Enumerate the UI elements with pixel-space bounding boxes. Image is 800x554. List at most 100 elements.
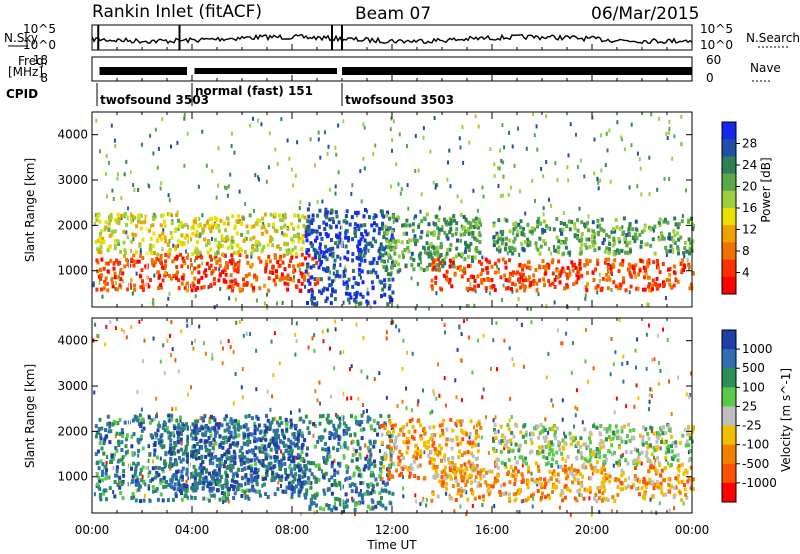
echo-cell: [402, 255, 405, 260]
echo-cell: [341, 501, 345, 506]
echo-cell: [227, 429, 231, 434]
scatter-cell: [373, 377, 376, 382]
echo-cell: [430, 256, 434, 261]
scatter-cell: [130, 325, 133, 329]
echo-cell: [202, 476, 206, 481]
echo-cell: [668, 278, 671, 283]
echo-cell: [132, 461, 136, 466]
echo-cell: [182, 423, 186, 428]
echo-cell: [376, 421, 380, 426]
echo-cell: [232, 435, 236, 440]
echo-cell: [463, 471, 467, 476]
echo-cell: [657, 220, 661, 225]
echo-cell: [150, 258, 154, 263]
echo-cell: [276, 244, 280, 249]
echo-cell: [165, 480, 168, 484]
scatter-cell: [496, 367, 498, 372]
echo-cell: [162, 484, 166, 489]
scatter-cell: [508, 245, 510, 250]
echo-cell: [502, 491, 506, 496]
scatter-cell: [414, 306, 417, 311]
scatter-cell: [269, 407, 272, 412]
scatter-cell: [329, 270, 332, 275]
echo-cell: [237, 214, 240, 219]
echo-cell: [283, 435, 286, 440]
echo-cell: [565, 224, 569, 229]
scatter-cell: [610, 287, 613, 292]
echo-cell: [445, 233, 449, 238]
echo-cell: [310, 472, 314, 477]
echo-cell: [691, 271, 695, 275]
echo-cell: [296, 263, 300, 268]
echo-cell: [415, 456, 418, 461]
echo-cell: [183, 286, 187, 291]
echo-cell: [134, 469, 137, 474]
echo-cell: [250, 473, 254, 478]
echo-cell: [504, 242, 508, 247]
echo-cell: [487, 492, 491, 497]
echo-cell: [237, 423, 240, 427]
echo-cell: [214, 222, 218, 227]
echo-cell: [215, 463, 219, 468]
echo-cell: [286, 226, 290, 231]
echo-cell: [491, 284, 495, 289]
scatter-cell: [127, 259, 130, 264]
echo-cell: [459, 422, 463, 427]
echo-cell: [342, 421, 346, 426]
echo-cell: [162, 461, 166, 466]
echo-cell: [496, 234, 500, 239]
echo-cell: [618, 262, 622, 267]
scatter-cell: [416, 281, 419, 286]
echo-cell: [171, 446, 175, 451]
echo-cell: [434, 214, 438, 219]
echo-cell: [245, 477, 249, 482]
echo-cell: [227, 438, 231, 443]
echo-cell: [336, 244, 340, 249]
echo-cell: [498, 489, 502, 494]
echo-cell: [180, 264, 184, 269]
scatter-cell: [400, 187, 403, 192]
echo-cell: [258, 493, 262, 498]
scatter-cell: [489, 147, 492, 151]
echo-cell: [599, 227, 603, 232]
echo-cell: [281, 440, 285, 445]
scatter-cell: [265, 179, 268, 184]
echo-cell: [274, 443, 278, 448]
echo-cell: [619, 487, 623, 492]
echo-cell: [275, 269, 278, 274]
scatter-cell: [334, 191, 337, 196]
echo-cell: [204, 268, 208, 273]
echo-cell: [358, 468, 362, 473]
echo-cell: [108, 216, 112, 221]
echo-cell: [242, 460, 246, 465]
echo-cell: [131, 418, 135, 423]
scatter-cell: [584, 359, 587, 364]
echo-cell: [135, 463, 138, 468]
scatter-cell: [244, 493, 247, 498]
echo-cell: [284, 467, 287, 472]
echo-cell: [169, 230, 173, 235]
scatter-cell: [526, 306, 529, 311]
scatter-cell: [315, 233, 318, 238]
echo-cell: [541, 227, 545, 232]
echo-cell: [151, 477, 155, 482]
echo-cell: [159, 253, 163, 258]
echo-cell: [286, 242, 289, 247]
echo-cell: [309, 485, 313, 490]
echo-cell: [141, 288, 145, 292]
echo-cell: [401, 425, 405, 430]
echo-cell: [199, 462, 203, 467]
echo-cell: [673, 216, 677, 221]
echo-cell: [164, 451, 168, 455]
echo-cell: [122, 473, 126, 478]
echo-cell: [520, 472, 524, 477]
echo-cell: [263, 283, 266, 288]
echo-cell: [363, 238, 367, 243]
echo-cell: [428, 425, 432, 430]
echo-cell: [396, 215, 400, 220]
scatter-cell: [152, 336, 155, 341]
echo-cell: [236, 441, 240, 446]
echo-cell: [211, 223, 215, 228]
echo-cell: [297, 279, 301, 283]
echo-cell: [293, 464, 297, 468]
